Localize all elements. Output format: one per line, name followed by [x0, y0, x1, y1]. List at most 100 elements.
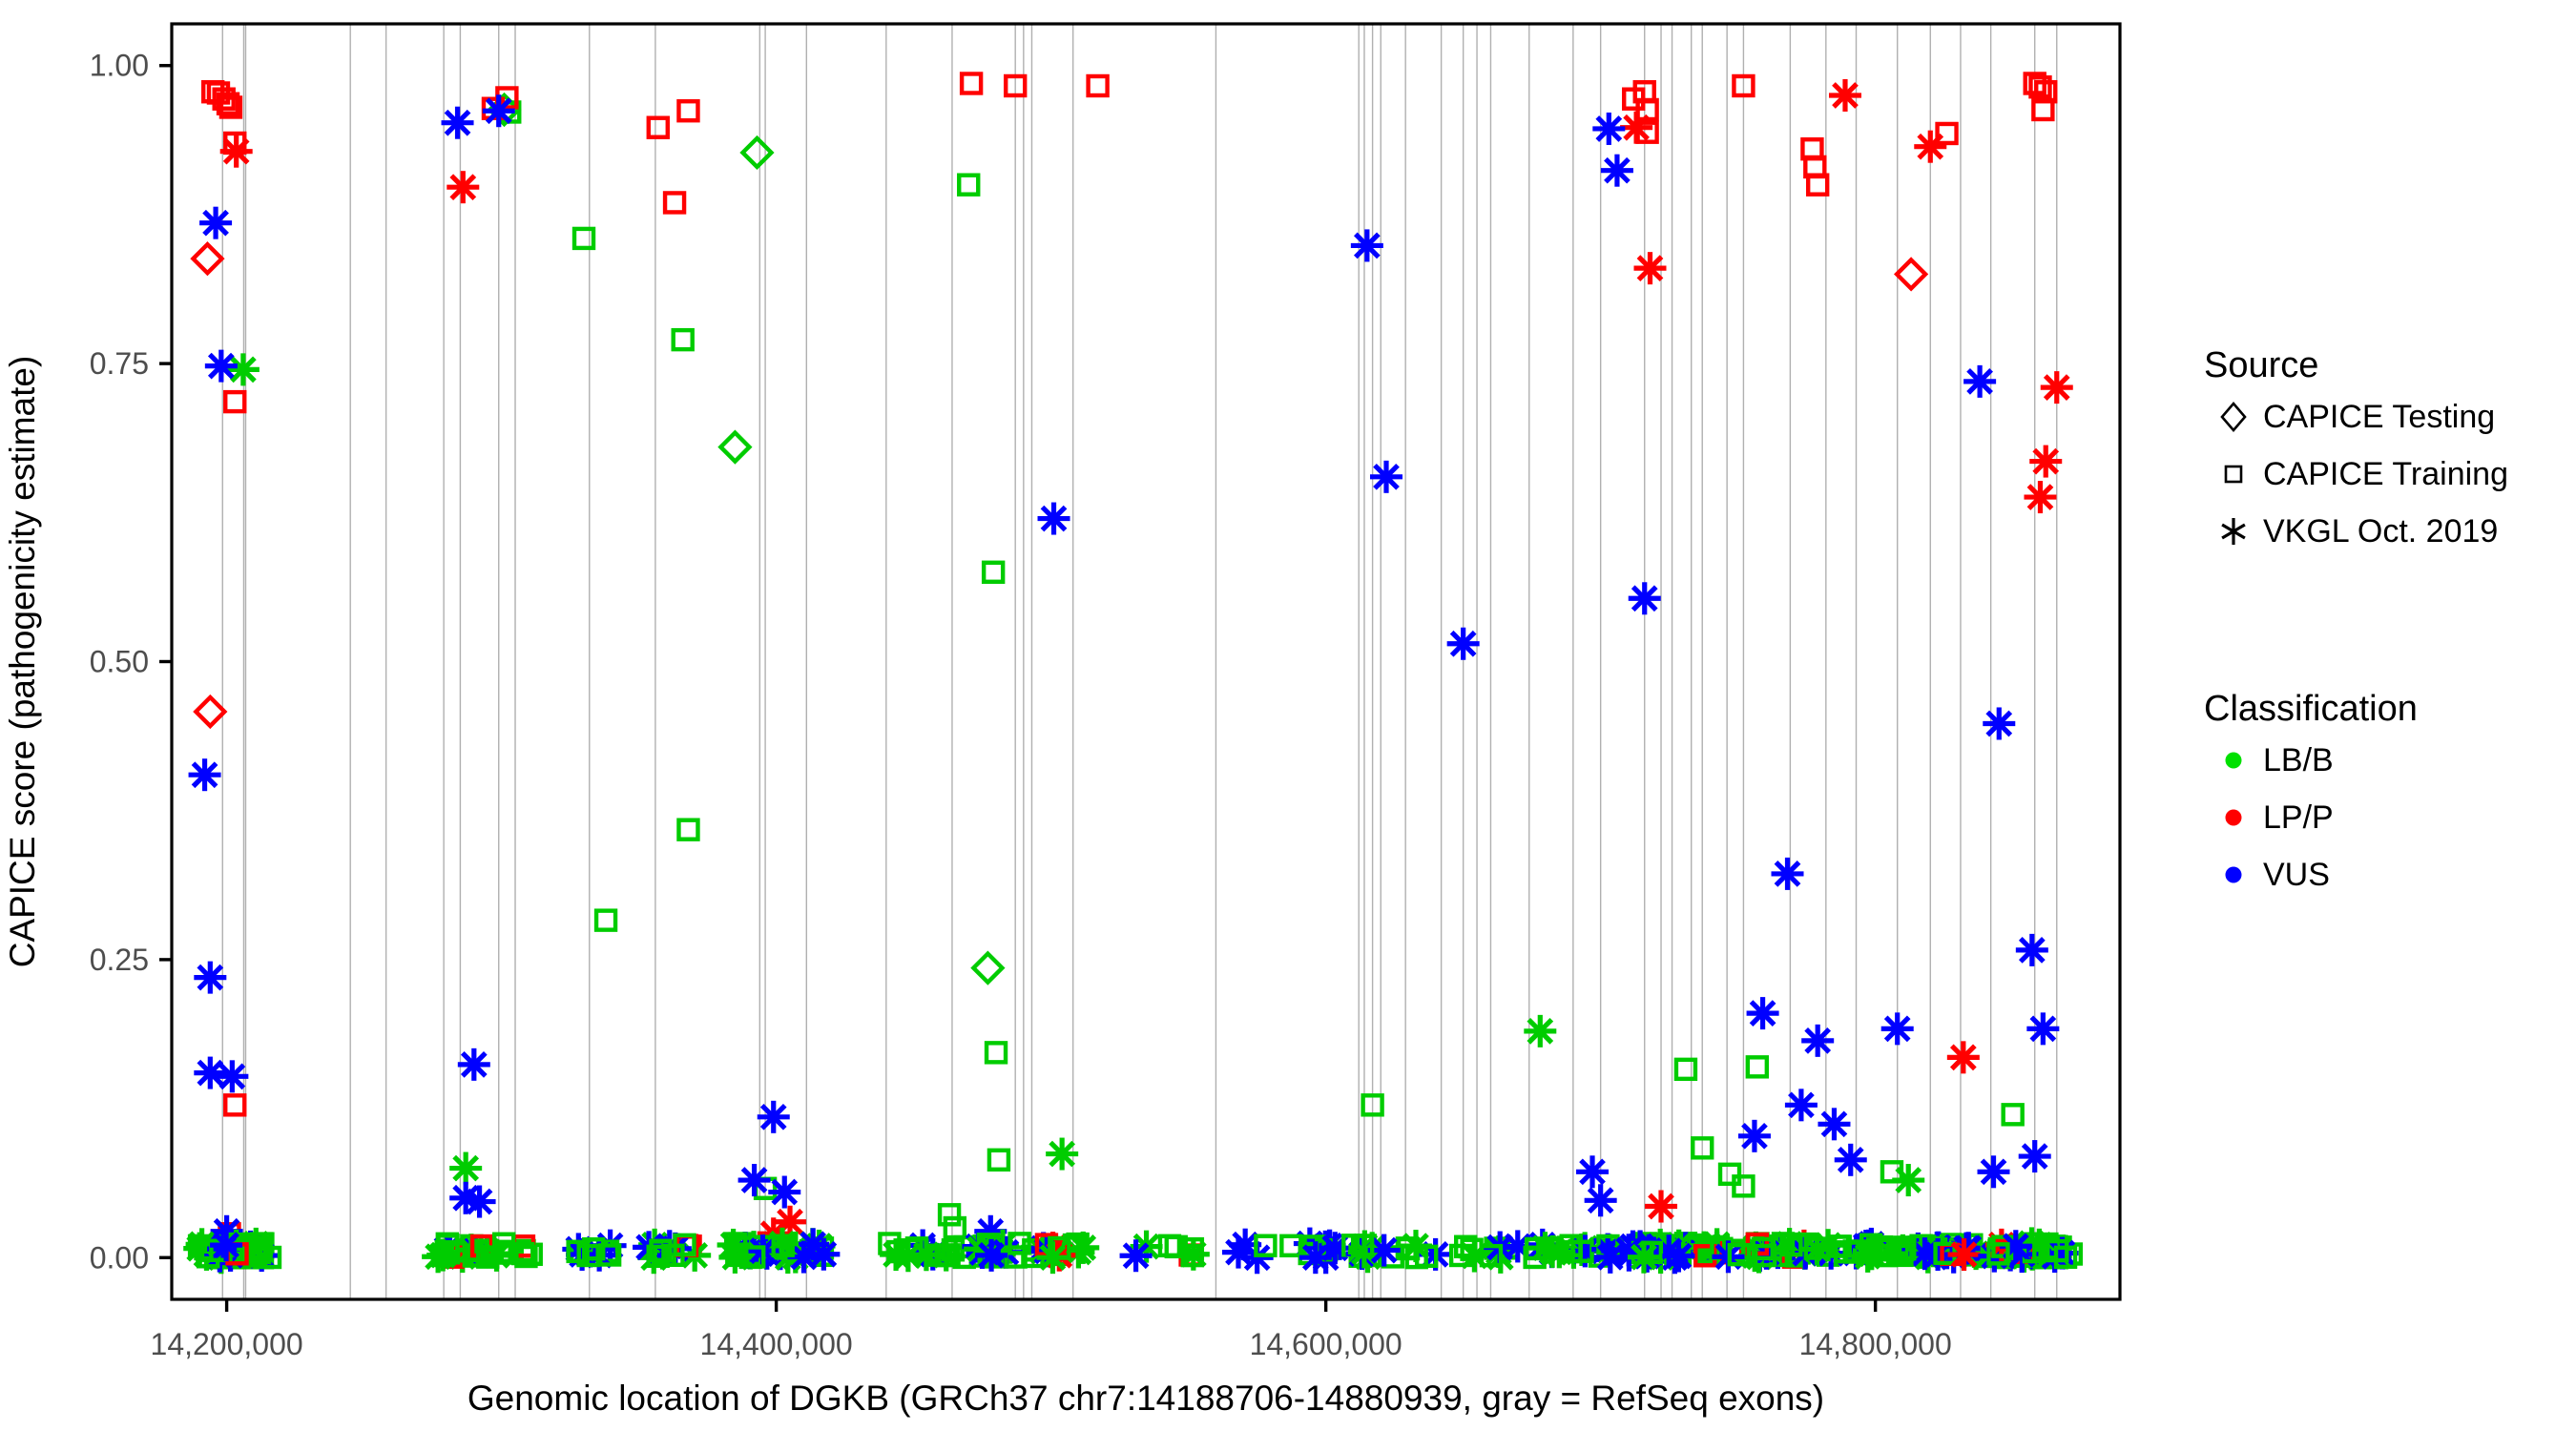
legend-item-label: VKGL Oct. 2019 [2263, 512, 2499, 550]
point-diamond [1894, 257, 1929, 292]
point-square [1732, 73, 1755, 98]
point-asterisk [447, 171, 480, 204]
red-dot-icon [2204, 797, 2263, 839]
point-asterisk [1576, 1155, 1610, 1189]
legend-source: Source CAPICE Testing CAPICE Training [2204, 345, 2508, 558]
point-square [676, 818, 700, 841]
point-square [943, 1215, 967, 1240]
point-square [1448, 1243, 1473, 1268]
point-square [223, 1093, 247, 1117]
point-square [597, 1243, 622, 1267]
point-square [1843, 1239, 1867, 1264]
point-square [1751, 1236, 1775, 1261]
y-tick-label: 1.00 [90, 49, 149, 83]
point-square [476, 1245, 500, 1269]
point-square [1732, 1174, 1755, 1198]
legend-item-label: CAPICE Testing [2263, 398, 2496, 435]
point-diamond [739, 135, 775, 171]
point-asterisk [2024, 481, 2057, 514]
point-square [926, 1243, 950, 1267]
point-asterisk [1801, 1024, 1835, 1057]
legend-item-capice-testing[interactable]: CAPICE Testing [2204, 390, 2508, 444]
point-square [1164, 1234, 1188, 1259]
legend-item-vus[interactable]: VUS [2204, 848, 2418, 902]
point-asterisk [1119, 1239, 1153, 1273]
point-square [1523, 1245, 1547, 1270]
point-square [1350, 1234, 1375, 1257]
point-diamond [190, 241, 225, 277]
series-VUS [188, 94, 2060, 1275]
blue-dot-icon [2204, 854, 2263, 896]
y-tick-label: 0.50 [90, 645, 149, 679]
legend-item-label: LP/P [2263, 798, 2334, 836]
point-square [571, 226, 596, 251]
point-square [676, 99, 700, 123]
point-asterisk [1963, 364, 1997, 398]
point-asterisk [1350, 229, 1383, 262]
point-asterisk [1977, 1155, 2010, 1189]
point-square [904, 1236, 929, 1260]
point-asterisk [1370, 460, 1403, 493]
x-tick-label: 14,400,000 [700, 1327, 853, 1361]
point-asterisk [1662, 1239, 1695, 1273]
point-square [1559, 1239, 1583, 1264]
y-tick-label: 0.00 [90, 1240, 149, 1275]
point-asterisk [1983, 707, 2016, 740]
x-tick-label: 14,600,000 [1250, 1327, 1402, 1361]
point-asterisk [457, 1047, 490, 1081]
point-square [582, 1236, 606, 1261]
legend-classification: Classification LB/B LP/P VUS [2204, 689, 2418, 902]
legend-item-lbb[interactable]: LB/B [2204, 734, 2418, 787]
point-square [593, 908, 618, 932]
point-asterisk [226, 353, 260, 386]
point-asterisk [1627, 1240, 1660, 1274]
point-square [1003, 73, 1028, 98]
point-square [2028, 75, 2052, 99]
point-asterisk [1818, 1108, 1851, 1141]
point-asterisk [768, 1175, 801, 1209]
point-asterisk [1812, 1229, 1845, 1262]
point-square [987, 1148, 1011, 1172]
legend-item-lpp[interactable]: LP/P [2204, 791, 2418, 844]
point-diamond [193, 694, 228, 730]
point-asterisk [1046, 1137, 1079, 1171]
point-asterisk [199, 206, 233, 239]
point-asterisk [1828, 78, 1861, 112]
point-asterisk [1834, 1143, 1867, 1176]
panel-border [170, 22, 2122, 1301]
point-asterisk [1914, 130, 1947, 163]
point-square [1935, 121, 1959, 146]
diamond-icon [2204, 396, 2263, 438]
point-diamond [970, 950, 1006, 985]
point-square [646, 115, 670, 139]
legend-item-capice-training[interactable]: CAPICE Training [2204, 447, 2508, 501]
point-square [1691, 1136, 1714, 1160]
point-square [1048, 1235, 1071, 1260]
point-asterisk [188, 758, 221, 792]
baseline-cluster [183, 1227, 2084, 1275]
point-asterisk [975, 1238, 1008, 1272]
point-square [957, 173, 981, 197]
point-square [576, 1243, 600, 1268]
legend-source-title: Source [2204, 345, 2319, 385]
point-square [725, 1242, 749, 1266]
point-square [1479, 1243, 1504, 1268]
point-asterisk [426, 1238, 460, 1272]
green-dot-icon [2204, 739, 2263, 781]
point-square [1414, 1244, 1439, 1269]
point-asterisk [880, 1238, 913, 1272]
point-square [1890, 1243, 1914, 1268]
point-asterisk [210, 1229, 243, 1262]
point-asterisk [1947, 1238, 1981, 1272]
point-square [1805, 173, 1830, 197]
point-square [984, 1041, 1008, 1065]
point-asterisk [1946, 1041, 1980, 1074]
point-square [649, 1238, 673, 1262]
legend-classification-title: Classification [2204, 689, 2418, 729]
y-tick-label: 0.75 [90, 346, 149, 381]
point-asterisk [1298, 1241, 1332, 1275]
point-square [1986, 1242, 2010, 1266]
legend-item-vkgl[interactable]: VKGL Oct. 2019 [2204, 505, 2508, 558]
point-asterisk [1633, 252, 1667, 285]
point-square [223, 389, 247, 414]
